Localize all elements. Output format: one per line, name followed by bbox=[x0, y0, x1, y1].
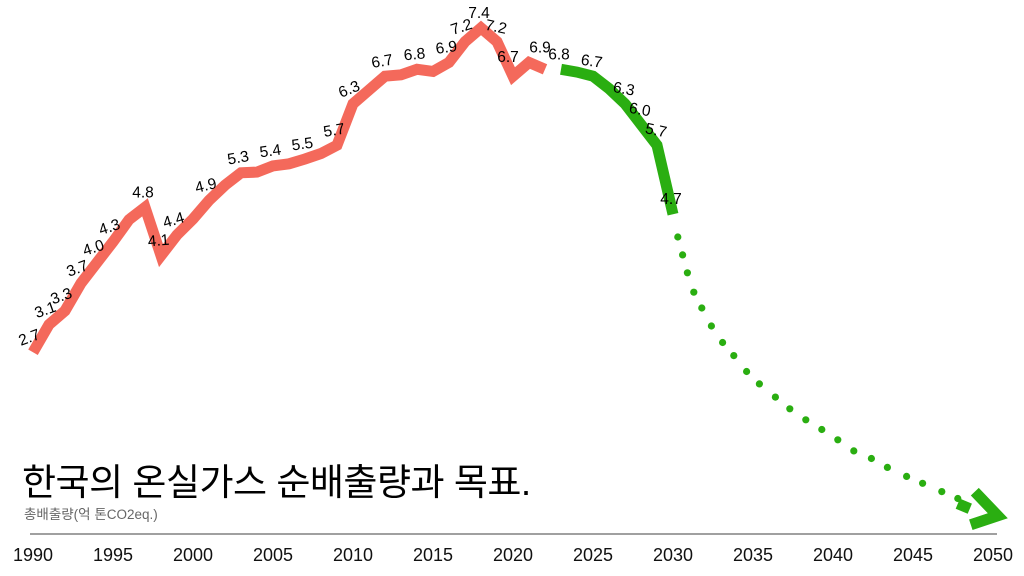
x-axis-tick-1990: 1990 bbox=[12, 545, 54, 565]
x-axis-tick-2030: 2030 bbox=[652, 545, 694, 565]
data-label: 6.0 bbox=[628, 100, 653, 121]
data-label: 4.7 bbox=[660, 191, 682, 208]
x-axis-tick-2025: 2025 bbox=[572, 545, 614, 565]
projection-dot bbox=[707, 322, 716, 330]
projection-dot bbox=[786, 405, 794, 413]
data-label: 4.9 bbox=[193, 175, 218, 197]
projection-dot bbox=[903, 472, 911, 480]
data-label: 5.5 bbox=[291, 135, 315, 155]
historical-net-emissions-line bbox=[28, 20, 548, 355]
projection-dot bbox=[818, 425, 826, 434]
projection-dot bbox=[683, 269, 692, 277]
data-label: 6.9 bbox=[435, 38, 459, 58]
projection-dot bbox=[743, 367, 751, 376]
x-axis-tick-2015: 2015 bbox=[412, 545, 454, 565]
projection-dot bbox=[919, 479, 927, 487]
x-axis-line bbox=[30, 533, 997, 535]
data-label: 3.3 bbox=[48, 285, 74, 308]
data-label: 2.7 bbox=[16, 326, 42, 349]
chart-title: 한국의 온실가스 순배출량과 목표. bbox=[22, 462, 531, 503]
data-label: 6.9 bbox=[529, 39, 551, 56]
data-label: 3.7 bbox=[64, 257, 90, 280]
projection-dot bbox=[755, 380, 764, 388]
projection-dot bbox=[834, 436, 842, 444]
data-label: 4.0 bbox=[81, 237, 107, 260]
data-label: 6.7 bbox=[497, 49, 519, 66]
projection-dot bbox=[850, 447, 858, 455]
projection-dot bbox=[883, 463, 892, 471]
data-label: 6.8 bbox=[403, 45, 426, 64]
data-label: 5.3 bbox=[226, 148, 250, 168]
x-axis-tick-1995: 1995 bbox=[92, 545, 134, 565]
data-label: 5.4 bbox=[259, 141, 283, 161]
data-label: 4.3 bbox=[97, 216, 123, 239]
x-axis-tick-2045: 2045 bbox=[892, 545, 934, 565]
projection-dot bbox=[719, 338, 727, 347]
projection-dot bbox=[674, 233, 682, 241]
data-label: 6.3 bbox=[612, 79, 636, 99]
data-label: 7.2 bbox=[449, 16, 475, 39]
projection-dot bbox=[690, 288, 698, 296]
projection-dot bbox=[867, 454, 876, 463]
data-label: 5.7 bbox=[644, 120, 669, 141]
x-axis-tick-2010: 2010 bbox=[332, 545, 374, 565]
data-label: 4.1 bbox=[147, 232, 170, 251]
projection-dot bbox=[698, 304, 706, 312]
x-axis-tick-2005: 2005 bbox=[252, 545, 294, 565]
x-axis-tick-2035: 2035 bbox=[732, 545, 774, 565]
data-label: 3.1 bbox=[32, 299, 58, 322]
data-label: 6.3 bbox=[336, 78, 362, 102]
target-2030-path-line bbox=[560, 63, 679, 216]
x-axis-tick-2040: 2040 bbox=[812, 545, 854, 565]
data-label: 7.2 bbox=[484, 17, 509, 38]
x-axis-tick-2050: 2050 bbox=[972, 545, 1014, 565]
data-label: 5.7 bbox=[322, 121, 346, 141]
projection-dot bbox=[771, 393, 780, 401]
data-label: 4.8 bbox=[132, 184, 154, 201]
x-axis-tick-2020: 2020 bbox=[492, 545, 534, 565]
data-label: 6.7 bbox=[370, 52, 394, 72]
arrow-tail-icon bbox=[955, 498, 972, 514]
x-axis-tick-2000: 2000 bbox=[172, 545, 214, 565]
projection-dot bbox=[679, 251, 687, 259]
data-label: 6.7 bbox=[580, 52, 604, 72]
data-label: 4.4 bbox=[161, 209, 187, 231]
projection-dot bbox=[938, 488, 946, 496]
chart-unit-label: 총배출량(억 톤CO2eq.) bbox=[24, 507, 158, 522]
projection-dot bbox=[802, 416, 810, 424]
data-label: 7.4 bbox=[468, 5, 490, 22]
data-label: 6.8 bbox=[548, 46, 570, 63]
arrow-head-icon bbox=[969, 487, 1008, 530]
projection-dot bbox=[730, 352, 738, 360]
